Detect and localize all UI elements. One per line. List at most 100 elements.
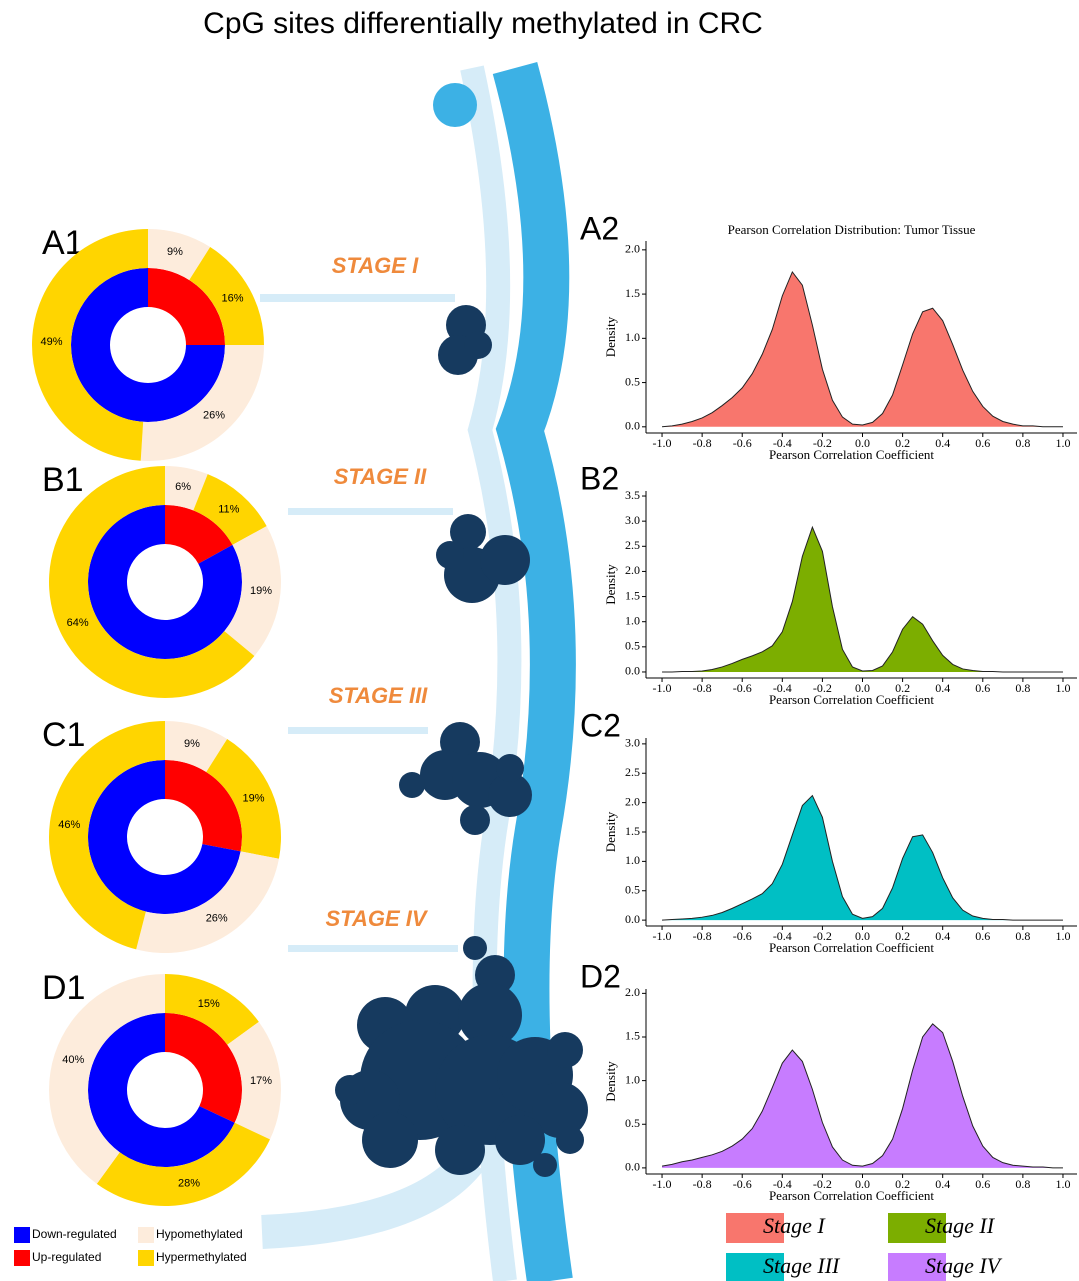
x-tick-label: -0.8 xyxy=(693,436,712,450)
panel-label: C1 xyxy=(42,716,85,754)
x-tick-label: 0.8 xyxy=(1015,929,1030,943)
y-tick-label: 1.0 xyxy=(625,330,640,344)
legend-swatch xyxy=(14,1227,30,1243)
density-area xyxy=(662,1024,1063,1168)
legend-swatch xyxy=(138,1227,154,1243)
y-axis-label: Density xyxy=(603,811,618,852)
y-tick-label: 1.0 xyxy=(625,853,640,867)
data-label: 16% xyxy=(222,292,244,304)
y-tick-label: 0.0 xyxy=(625,664,640,678)
x-tick-label: -0.6 xyxy=(733,929,752,943)
x-tick-label: 0.6 xyxy=(975,1177,990,1191)
x-tick-label: 1.0 xyxy=(1055,1177,1070,1191)
legend-swatch xyxy=(14,1250,30,1266)
stage-label: STAGE I xyxy=(332,253,419,278)
y-tick-label: 1.0 xyxy=(625,1072,640,1086)
stage-label: STAGE II xyxy=(334,464,427,489)
y-tick-label: 2.5 xyxy=(625,765,640,779)
x-tick-label: 1.0 xyxy=(1055,436,1070,450)
y-tick-label: 2.0 xyxy=(625,563,640,577)
y-tick-label: 2.0 xyxy=(625,242,640,256)
x-tick-label: -1.0 xyxy=(653,929,672,943)
x-tick-label: -1.0 xyxy=(653,681,672,695)
y-tick-label: 0.5 xyxy=(625,1116,640,1130)
data-label: 64% xyxy=(67,617,89,629)
data-label: 11% xyxy=(218,504,239,516)
y-tick-label: 3.5 xyxy=(625,488,640,502)
data-label: 28% xyxy=(178,1177,200,1189)
y-axis-label: Density xyxy=(603,564,618,605)
panel-label: D1 xyxy=(42,969,85,1007)
legend-label: Stage IV xyxy=(925,1253,1003,1278)
data-label: 40% xyxy=(62,1054,84,1066)
x-tick-label: 1.0 xyxy=(1055,681,1070,695)
data-label: 9% xyxy=(184,738,200,750)
data-label: 26% xyxy=(206,912,228,924)
x-axis-label: Pearson Correlation Coefficient xyxy=(769,1188,934,1203)
illustration xyxy=(260,68,588,1281)
y-tick-label: 0.5 xyxy=(625,883,640,897)
x-tick-label: 0.6 xyxy=(975,929,990,943)
panel-label: A2 xyxy=(580,210,619,246)
x-tick-label: 0.8 xyxy=(1015,1177,1030,1191)
y-tick-label: 1.5 xyxy=(625,1029,640,1043)
legend-label: Up-regulated xyxy=(32,1250,101,1264)
stage-label: STAGE IV xyxy=(325,906,428,931)
x-axis-label: Pearson Correlation Coefficient xyxy=(769,692,934,707)
x-tick-label: -0.8 xyxy=(693,929,712,943)
data-label: 26% xyxy=(203,409,225,421)
x-tick-label: -0.6 xyxy=(733,1177,752,1191)
x-tick-label: 0.6 xyxy=(975,681,990,695)
x-tick-label: 0.4 xyxy=(935,1177,950,1191)
x-tick-label: 0.8 xyxy=(1015,681,1030,695)
data-label: 9% xyxy=(167,246,183,258)
y-tick-label: 2.0 xyxy=(625,985,640,999)
x-tick-label: 0.6 xyxy=(975,436,990,450)
density-area xyxy=(662,272,1063,427)
legend-label: Hypomethylated xyxy=(156,1227,243,1241)
x-tick-label: -0.6 xyxy=(733,681,752,695)
density-line xyxy=(662,272,1063,427)
figure: CpG sites differentially methylated in C… xyxy=(0,0,1079,1281)
data-label: 15% xyxy=(198,998,220,1010)
x-tick-label: 0.4 xyxy=(935,436,950,450)
density-area xyxy=(662,796,1063,921)
page: CpG sites differentially methylated in C… xyxy=(0,0,1079,1281)
y-tick-label: 2.5 xyxy=(625,538,640,552)
y-tick-label: 0.0 xyxy=(625,912,640,926)
x-tick-label: -0.8 xyxy=(693,681,712,695)
y-tick-label: 3.0 xyxy=(625,736,640,750)
legend-label: Down-regulated xyxy=(32,1227,117,1241)
y-axis-label: Density xyxy=(603,316,618,357)
legend-label: Stage III xyxy=(763,1253,841,1278)
x-tick-label: 0.4 xyxy=(935,681,950,695)
y-tick-label: 0.0 xyxy=(625,1160,640,1174)
density-line xyxy=(662,527,1063,672)
panel-label: B2 xyxy=(580,460,619,496)
x-tick-label: -1.0 xyxy=(653,436,672,450)
data-label: 19% xyxy=(243,793,265,805)
x-tick-label: -0.8 xyxy=(693,1177,712,1191)
data-label: 49% xyxy=(41,336,63,348)
y-axis-label: Density xyxy=(603,1061,618,1102)
y-tick-label: 1.5 xyxy=(625,824,640,838)
density-line xyxy=(662,1024,1063,1168)
x-axis-label: Pearson Correlation Coefficient xyxy=(769,940,934,955)
density-line xyxy=(662,796,1063,921)
data-label: 19% xyxy=(250,585,272,597)
x-tick-label: 0.4 xyxy=(935,929,950,943)
y-tick-label: 1.5 xyxy=(625,588,640,602)
x-tick-label: -1.0 xyxy=(653,1177,672,1191)
x-tick-label: -0.6 xyxy=(733,436,752,450)
chart-title: Pearson Correlation Distribution: Tumor … xyxy=(728,222,976,237)
density-area xyxy=(662,527,1063,672)
stage-label: STAGE III xyxy=(329,683,428,708)
data-label: 46% xyxy=(58,819,80,831)
x-tick-label: 1.0 xyxy=(1055,929,1070,943)
y-tick-label: 2.0 xyxy=(625,794,640,808)
legend-label: Stage II xyxy=(925,1213,996,1238)
figure-title: CpG sites differentially methylated in C… xyxy=(203,7,763,40)
y-tick-label: 0.5 xyxy=(625,639,640,653)
panel-label: D2 xyxy=(580,958,621,994)
legend-swatch xyxy=(138,1250,154,1266)
